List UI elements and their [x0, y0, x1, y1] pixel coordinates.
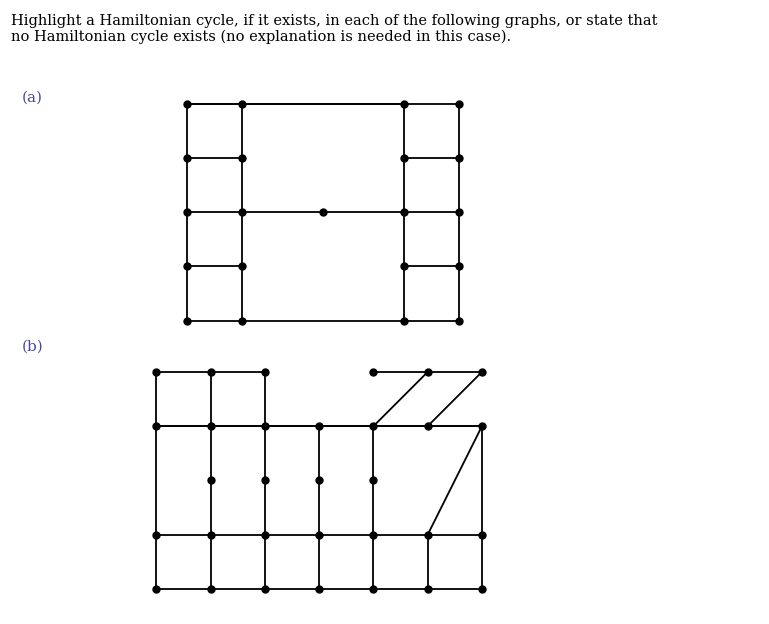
Text: (a): (a)	[22, 90, 42, 104]
Text: (b): (b)	[22, 340, 43, 354]
Text: Highlight a Hamiltonian cycle, if it exists, in each of the following graphs, or: Highlight a Hamiltonian cycle, if it exi…	[11, 14, 657, 44]
